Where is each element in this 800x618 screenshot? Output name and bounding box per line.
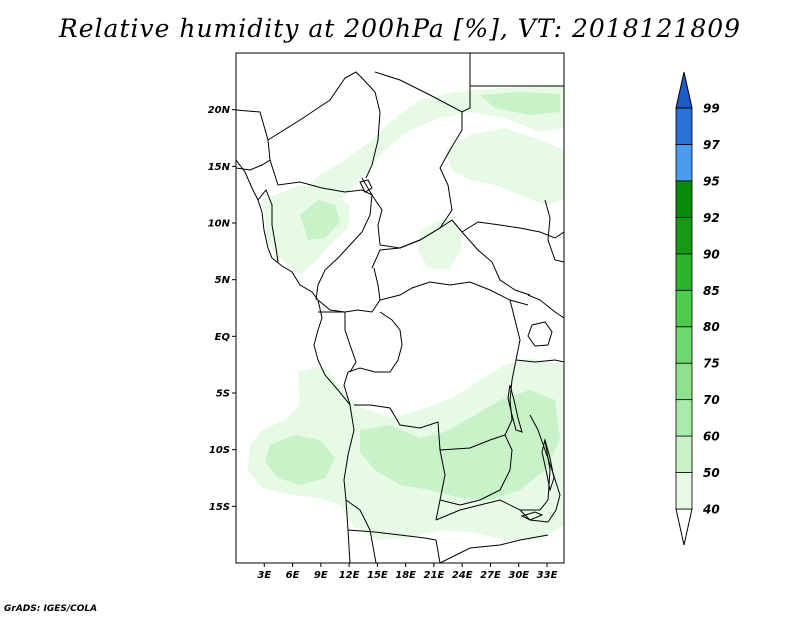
colorbar-label: 85 <box>703 284 720 298</box>
lat-tick-label: 5N <box>215 275 231 286</box>
colorbar-swatch <box>675 326 693 364</box>
lake-kariba <box>520 511 544 521</box>
border-benin-togo <box>257 189 279 263</box>
credit-label: GrADS: IGES/COLA <box>4 604 98 614</box>
border-tanzania <box>515 359 564 363</box>
border-nigeria-cameroon <box>315 194 373 301</box>
colorbar-swatch <box>675 472 693 510</box>
lat-tick-label: 10N <box>208 219 231 230</box>
lat-tick-label: 5S <box>216 389 230 400</box>
lon-tick-label: 24E <box>452 570 473 581</box>
border-mali-niger <box>236 109 271 171</box>
border-libya-sudan <box>374 53 471 113</box>
colorbar: 40 50 60 70 75 80 85 90 92 95 97 99 <box>675 71 720 546</box>
border-malawi <box>544 439 551 501</box>
lat-tick-label: 15S <box>209 502 230 513</box>
lon-tick-label: 15E <box>367 570 388 581</box>
country-borders <box>236 53 564 563</box>
border-nigeria-north <box>269 159 373 196</box>
border-congo-drc <box>343 311 403 406</box>
colorbar-label: 40 <box>702 503 720 517</box>
lon-tick-label: 3E <box>257 570 271 581</box>
colorbar-swatch <box>675 399 693 437</box>
colorbar-label: 50 <box>703 466 720 480</box>
humidity-area-southwest-core <box>265 435 335 485</box>
border-sudan-ethiopia <box>544 199 564 263</box>
lon-tick-label: 9E <box>314 570 328 581</box>
colorbar-label: 99 <box>703 102 720 116</box>
border-namibia <box>345 499 377 563</box>
colorbar-swatch <box>675 144 693 182</box>
colorbar-top-arrow <box>675 71 693 109</box>
humidity-area-northeast <box>445 128 564 205</box>
lon-tick-label: 21E <box>424 570 445 581</box>
humidity-shading <box>248 86 564 540</box>
colorbar-label: 97 <box>703 138 720 152</box>
colorbar-swatch <box>675 180 693 218</box>
border-south-sudan <box>461 221 564 239</box>
humidity-area-central <box>418 218 462 270</box>
map-frame <box>235 52 565 564</box>
colorbar-swatch <box>675 107 693 145</box>
colorbar-label: 60 <box>703 430 720 444</box>
colorbar-bottom-arrow <box>675 508 693 546</box>
colorbar-label: 90 <box>703 247 720 261</box>
latitude-axis: 20N 15N 10N 5N EQ 5S 10S 15S <box>208 105 236 513</box>
border-drc-east <box>504 299 521 436</box>
colorbar-swatch <box>675 362 693 401</box>
humidity-area-south-core <box>360 390 560 500</box>
lon-tick-label: 33E <box>537 570 558 581</box>
colorbar-swatch <box>675 289 693 328</box>
humidity-area-north-core <box>480 92 560 115</box>
lake-tanganyika <box>507 384 523 433</box>
border-gabon <box>318 311 357 373</box>
colorbar-swatch <box>675 253 693 291</box>
border-angola-south <box>347 529 437 541</box>
lake-chad <box>359 179 373 193</box>
lat-tick-label: 15N <box>208 162 231 173</box>
lake-victoria <box>527 321 553 347</box>
colorbar-swatch <box>675 216 693 255</box>
longitude-axis: 3E 6E 9E 12E 15E 18E 21E 24E 27E 30E 33E <box>257 563 558 581</box>
lon-tick-label: 6E <box>286 570 300 581</box>
humidity-area-sahel-core <box>300 200 340 240</box>
lon-tick-label: 12E <box>339 570 360 581</box>
border-niger-chad <box>267 71 381 179</box>
border-cameroon-congo <box>317 267 381 313</box>
colorbar-label: 92 <box>703 211 720 225</box>
lon-tick-label: 18E <box>395 570 416 581</box>
border-zambia <box>439 434 513 506</box>
border-drc-angola <box>354 404 446 521</box>
lon-tick-label: 27E <box>480 570 501 581</box>
colorbar-label: 80 <box>703 320 720 334</box>
border-botswana <box>435 539 441 563</box>
border-car-north <box>371 219 531 296</box>
border-mozambique <box>519 414 561 523</box>
border-zambia-zimbabwe <box>435 499 549 521</box>
colorbar-label: 75 <box>703 357 720 371</box>
border-uganda-kenya <box>527 294 564 319</box>
lake-malawi <box>541 438 555 492</box>
colorbar-label: 95 <box>703 174 720 188</box>
colorbar-label: 70 <box>703 393 720 407</box>
coastline-west <box>236 159 355 563</box>
colorbar-swatch <box>675 435 693 473</box>
lon-tick-label: 30E <box>508 570 529 581</box>
border-south-africa <box>439 534 549 563</box>
lat-tick-label: 20N <box>208 105 231 116</box>
border-car-south <box>379 281 529 306</box>
lat-tick-label: 10S <box>209 445 230 456</box>
chart-title: Relative humidity at 200hPa [%], VT: 201… <box>58 14 742 43</box>
lat-tick-label: EQ <box>215 332 231 343</box>
